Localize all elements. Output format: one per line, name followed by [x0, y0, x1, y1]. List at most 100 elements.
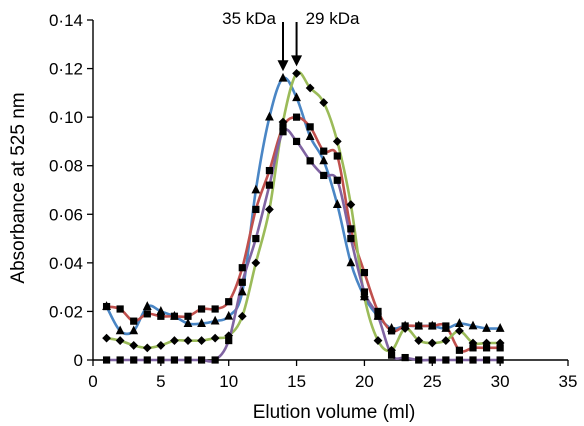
data-point-square: [320, 171, 328, 180]
data-point-triangle: [142, 301, 152, 310]
y-axis-title: Absorbance at 525 nm: [8, 92, 29, 283]
data-point-square: [211, 305, 219, 313]
y-tick-label: 0·14: [49, 11, 83, 30]
series-group: [102, 69, 505, 364]
data-point-diamond: [427, 338, 437, 348]
y-tick-label: 0·12: [49, 60, 83, 79]
data-point-square: [415, 356, 423, 364]
data-point-triangle: [346, 257, 356, 267]
y-tick-label: 0·08: [49, 157, 83, 176]
data-point-diamond: [292, 69, 301, 78]
data-point-square: [238, 278, 246, 286]
data-point-square: [225, 336, 233, 345]
data-point-square: [157, 312, 165, 320]
data-point-diamond: [237, 311, 247, 321]
data-point-square: [184, 356, 192, 364]
data-point-square: [374, 312, 382, 320]
x-tick-label: 5: [156, 372, 165, 391]
series-line: [105, 76, 501, 336]
x-tick-label: 25: [423, 372, 442, 391]
data-point-diamond: [115, 336, 125, 345]
data-point-triangle: [197, 318, 206, 327]
data-point-square: [292, 137, 301, 146]
series-4: [106, 128, 501, 363]
data-point-triangle: [115, 325, 125, 335]
data-point-triangle: [332, 199, 342, 208]
y-tick-label: 0·04: [49, 254, 83, 273]
data-point-square: [279, 123, 287, 131]
annotation-arrow-head: [277, 60, 289, 72]
series-2-markers: [102, 113, 504, 354]
y-tick-label: 0·02: [49, 302, 83, 321]
data-point-square: [469, 344, 477, 352]
x-tick-label: 30: [491, 372, 510, 391]
data-point-square: [320, 147, 328, 155]
data-point-triangle: [278, 72, 288, 82]
data-point-square: [279, 128, 287, 136]
data-point-square: [374, 307, 382, 316]
data-point-square: [401, 353, 409, 362]
data-point-square: [469, 356, 477, 364]
data-point-diamond: [183, 336, 193, 345]
data-point-square: [428, 356, 436, 364]
data-point-diamond: [142, 343, 152, 353]
x-tick-label: 20: [355, 372, 374, 391]
data-point-diamond: [197, 336, 206, 345]
data-point-square: [252, 234, 260, 243]
y-tick-label: 0: [74, 351, 83, 370]
data-point-square: [347, 234, 355, 243]
data-point-diamond: [373, 336, 383, 345]
data-point-square: [306, 157, 314, 165]
data-point-square: [482, 356, 491, 364]
data-point-square: [143, 310, 151, 318]
data-point-square: [455, 346, 464, 354]
data-point-diamond: [102, 333, 111, 343]
data-point-square: [442, 322, 450, 330]
x-tick-label: 35: [559, 372, 578, 391]
data-point-diamond: [170, 336, 179, 345]
data-point-square: [455, 356, 464, 364]
y-tick-label: 0·06: [49, 205, 83, 224]
x-tick-label: 15: [287, 372, 306, 391]
data-point-square: [211, 356, 219, 364]
data-point-square: [184, 312, 192, 320]
data-point-square: [225, 298, 233, 306]
data-point-diamond: [400, 324, 410, 333]
data-point-diamond: [129, 341, 139, 350]
data-point-diamond: [265, 205, 274, 214]
data-point-square: [116, 356, 124, 364]
data-point-triangle: [305, 131, 315, 140]
x-axis-title: Elution volume (ml): [253, 402, 416, 423]
data-point-square: [197, 305, 206, 313]
data-point-square: [333, 176, 341, 184]
data-point-square: [482, 344, 491, 352]
data-point-triangle: [183, 318, 193, 327]
data-point-diamond: [156, 341, 166, 350]
data-point-diamond: [224, 331, 234, 341]
data-point-diamond: [482, 338, 491, 348]
data-point-triangle: [468, 320, 478, 330]
annotation-label: 35 kDa: [222, 9, 276, 28]
data-point-square: [130, 356, 138, 364]
data-point-square: [442, 356, 450, 364]
data-point-diamond: [319, 98, 329, 107]
data-point-diamond: [251, 258, 261, 268]
data-point-square: [415, 322, 423, 330]
data-point-square: [252, 205, 260, 214]
data-point-square: [170, 312, 179, 320]
data-point-triangle: [482, 323, 491, 332]
data-point-square: [116, 305, 124, 313]
data-point-square: [360, 268, 369, 277]
data-point-triangle: [129, 325, 139, 335]
series-1: [105, 76, 501, 336]
data-point-diamond: [332, 137, 342, 146]
data-point-square: [238, 264, 246, 272]
data-point-diamond: [278, 117, 288, 127]
data-point-square: [197, 356, 206, 364]
data-point-square: [360, 288, 369, 296]
x-tick-label: 0: [88, 372, 97, 391]
data-point-triangle: [156, 306, 166, 315]
series-line: [106, 128, 501, 363]
data-point-square: [265, 166, 274, 175]
